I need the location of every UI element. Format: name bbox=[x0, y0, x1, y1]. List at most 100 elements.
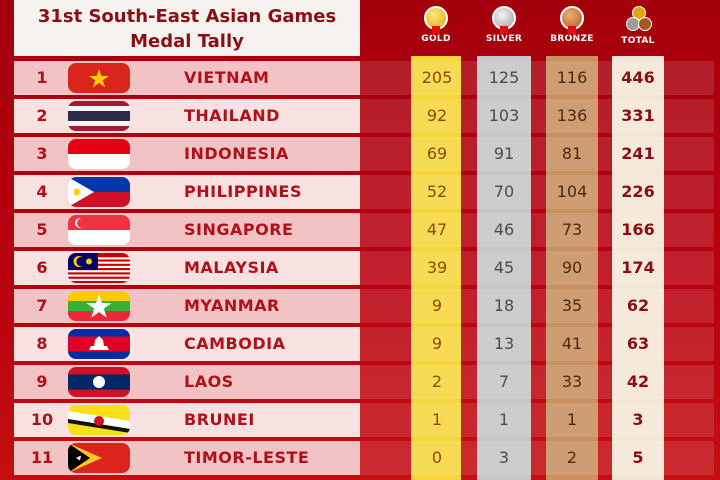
bronze-column-band bbox=[546, 56, 598, 480]
country-name: SINGAPORE bbox=[184, 220, 294, 239]
malaysia-flag-icon bbox=[68, 253, 130, 283]
bronze-count: 2 bbox=[566, 448, 578, 467]
total-count: 42 bbox=[626, 372, 650, 391]
bronze-count: 33 bbox=[561, 372, 583, 391]
bronze-medal-icon bbox=[560, 6, 584, 36]
row-stripe bbox=[360, 441, 714, 475]
thailand-flag-icon bbox=[68, 101, 130, 131]
row-stripe bbox=[360, 137, 714, 171]
total-count: 5 bbox=[632, 448, 644, 467]
gold-count: 9 bbox=[431, 296, 443, 315]
bronze-count: 81 bbox=[561, 144, 583, 163]
gold-header-label: GOLD bbox=[421, 34, 451, 44]
rank-cell: 1 bbox=[36, 68, 48, 87]
bronze-count: 73 bbox=[561, 220, 583, 239]
silver-count: 18 bbox=[493, 296, 515, 315]
total-column-band bbox=[612, 56, 664, 480]
bronze-count: 41 bbox=[561, 334, 583, 353]
brunei-flag-icon bbox=[68, 405, 130, 435]
table-row: 9 LAOS 2 7 33 42 bbox=[14, 365, 714, 399]
laos-flag-icon bbox=[68, 367, 130, 397]
myanmar-flag-icon bbox=[68, 291, 130, 321]
total-count: 174 bbox=[621, 258, 655, 277]
gold-count: 52 bbox=[426, 182, 448, 201]
silver-medal-icon bbox=[492, 6, 516, 36]
title-panel: 31st South-East Asian Games Medal Tally bbox=[14, 0, 360, 56]
gold-count: 47 bbox=[426, 220, 448, 239]
silver-count: 125 bbox=[488, 68, 520, 87]
row-stripe bbox=[360, 289, 714, 323]
table-row: 1 VIETNAM 205 125 116 446 bbox=[14, 61, 714, 95]
bronze-header-label: BRONZE bbox=[550, 34, 594, 44]
table-row: 3 INDONESIA 69 91 81 241 bbox=[14, 137, 714, 171]
row-stripe bbox=[360, 403, 714, 437]
total-count: 331 bbox=[621, 106, 655, 125]
gold-count: 205 bbox=[421, 68, 453, 87]
country-name: BRUNEI bbox=[184, 410, 255, 429]
rank-cell: 7 bbox=[36, 296, 48, 315]
total-count: 446 bbox=[621, 68, 655, 87]
gold-count: 0 bbox=[431, 448, 443, 467]
country-name: MALAYSIA bbox=[184, 258, 279, 277]
country-name: THAILAND bbox=[184, 106, 280, 125]
table-row: 11 TIMOR-LESTE 0 3 2 5 bbox=[14, 441, 714, 475]
silver-count: 13 bbox=[493, 334, 515, 353]
rank-cell: 3 bbox=[36, 144, 48, 163]
gold-column-band bbox=[411, 56, 461, 480]
title-line-1: 31st South-East Asian Games bbox=[37, 6, 337, 27]
rank-cell: 11 bbox=[30, 448, 54, 467]
row-stripe bbox=[360, 213, 714, 247]
country-name: LAOS bbox=[184, 372, 234, 391]
table-row: 10 BRUNEI 1 1 1 3 bbox=[14, 403, 714, 437]
gold-header: GOLD bbox=[406, 4, 466, 44]
row-stripe bbox=[360, 61, 714, 95]
all-medals-icon bbox=[624, 6, 652, 32]
cambodia-flag-icon bbox=[68, 329, 130, 359]
bronze-count: 90 bbox=[561, 258, 583, 277]
gold-count: 9 bbox=[431, 334, 443, 353]
gold-count: 2 bbox=[431, 372, 443, 391]
indonesia-flag-icon bbox=[68, 139, 130, 169]
gold-count: 1 bbox=[431, 410, 443, 429]
silver-count: 46 bbox=[493, 220, 515, 239]
silver-header: SILVER bbox=[474, 4, 534, 44]
silver-count: 70 bbox=[493, 182, 515, 201]
country-name: CAMBODIA bbox=[184, 334, 286, 353]
total-count: 62 bbox=[626, 296, 650, 315]
vietnam-flag-icon bbox=[68, 63, 130, 93]
country-name: INDONESIA bbox=[184, 144, 289, 163]
table-row: 6 MALAYSIA 39 45 90 174 bbox=[14, 251, 714, 285]
row-stripe bbox=[360, 175, 714, 209]
rank-cell: 6 bbox=[36, 258, 48, 277]
country-name: PHILIPPINES bbox=[184, 182, 302, 201]
total-count: 166 bbox=[621, 220, 655, 239]
bronze-count: 35 bbox=[561, 296, 583, 315]
row-stripe bbox=[360, 365, 714, 399]
total-header-label: TOTAL bbox=[621, 36, 655, 46]
country-name: MYANMAR bbox=[184, 296, 280, 315]
silver-header-label: SILVER bbox=[485, 34, 523, 44]
silver-count: 103 bbox=[488, 106, 520, 125]
rank-cell: 5 bbox=[36, 220, 48, 239]
rank-cell: 2 bbox=[36, 106, 48, 125]
table-row: 4 PHILIPPINES 52 70 104 226 bbox=[14, 175, 714, 209]
silver-count: 91 bbox=[493, 144, 515, 163]
table-row: 8 CAMBODIA 9 13 41 63 bbox=[14, 327, 714, 361]
total-count: 226 bbox=[621, 182, 655, 201]
silver-count: 45 bbox=[493, 258, 515, 277]
table-row: 5 SINGAPORE 47 46 73 166 bbox=[14, 213, 714, 247]
gold-count: 69 bbox=[426, 144, 448, 163]
silver-count: 1 bbox=[498, 410, 510, 429]
rank-cell: 8 bbox=[36, 334, 48, 353]
bronze-count: 1 bbox=[566, 410, 578, 429]
silver-count: 3 bbox=[498, 448, 510, 467]
gold-count: 92 bbox=[426, 106, 448, 125]
country-name: VIETNAM bbox=[184, 68, 270, 87]
silver-count: 7 bbox=[498, 372, 510, 391]
rank-cell: 9 bbox=[36, 372, 48, 391]
total-count: 3 bbox=[632, 410, 644, 429]
timor-leste-flag-icon bbox=[68, 443, 130, 473]
gold-medal-icon bbox=[424, 6, 448, 36]
rank-cell: 10 bbox=[30, 410, 54, 429]
